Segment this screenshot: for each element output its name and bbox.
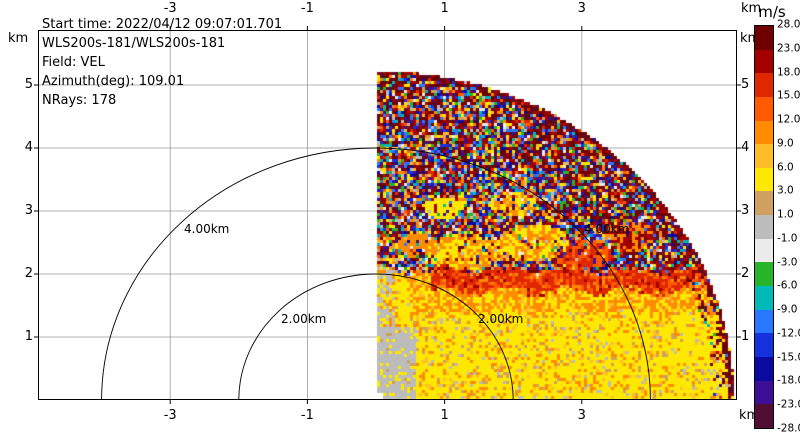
colorbar-segment (755, 380, 773, 405)
y-tick-label-right: 1 (741, 329, 750, 344)
y-tick-label-right: 4 (741, 140, 750, 155)
range-ring-label: 2.00km (281, 312, 327, 326)
colorbar-tick-label: -1.0 (777, 232, 798, 245)
x-tick-label-bottom: 1 (440, 408, 449, 423)
scan-info-field: Field: VEL (42, 55, 105, 70)
scan-info-azimuth: Azimuth(deg): 109.01 (42, 74, 185, 89)
x-tick-label-bottom: -1 (300, 408, 314, 423)
range-ring-4km (101, 147, 651, 399)
y-tick-label-left: 3 (24, 203, 33, 218)
scan-info-start-time: Start time: 2022/04/12 09:07:01.701 (42, 17, 283, 32)
y-tick-label-left: 2 (24, 266, 33, 281)
colorbar-segment (755, 49, 773, 74)
y-tick-label-left: 4 (24, 140, 33, 155)
colorbar-tick-label: 15.0 (777, 89, 800, 102)
range-ring-label: 2.00km (478, 312, 524, 326)
colorbar-segment (755, 215, 773, 239)
scan-info-instrument: WLS200s-181/WLS200s-181 (42, 36, 226, 51)
colorbar-segment (755, 404, 773, 428)
colorbar-segment (755, 120, 773, 145)
colorbar-segment (755, 96, 773, 121)
colorbar-tick-label: 28.0 (777, 18, 800, 31)
colorbar-segment (755, 333, 773, 357)
x-tick-label-top: -1 (300, 1, 314, 16)
colorbar-tick-label: 1.0 (777, 208, 794, 221)
colorbar-tick-label: -6.0 (777, 279, 798, 292)
colorbar-tick-label: -15.0 (777, 351, 800, 364)
colorbar-segment (755, 238, 773, 263)
scan-info-nrays: NRays: 178 (42, 93, 117, 108)
colorbar-title: m/s (758, 3, 786, 21)
range-ring-2km (238, 273, 514, 399)
colorbar-segment (755, 309, 773, 334)
y-tick-label-right: 5 (741, 77, 750, 92)
x-tick-label-top: 1 (440, 1, 449, 16)
colorbar-tick-label: 6.0 (777, 161, 794, 174)
y-tick-label-left: 5 (24, 77, 33, 92)
colorbar-tick-label: -3.0 (777, 256, 798, 269)
colorbar-tick-label: 12.0 (777, 113, 800, 126)
x-axis-unit-top: km (741, 1, 762, 16)
colorbar-tick-label: -12.0 (777, 327, 800, 340)
scan-info: Start time: 2022/04/12 09:07:01.701 WLS2… (42, 15, 282, 110)
colorbar-segment (755, 262, 773, 287)
colorbar-tick-label: 9.0 (777, 137, 794, 150)
colorbar-bar (754, 25, 774, 429)
range-ring-label: 4.00km (184, 222, 230, 236)
y-tick-label-right: 2 (741, 266, 750, 281)
colorbar-segment (755, 286, 773, 310)
colorbar-tick-label: -18.0 (777, 374, 800, 387)
x-tick-label-bottom: -3 (163, 408, 177, 423)
colorbar-segment (755, 144, 773, 168)
colorbar-tick-label: -28.0 (777, 422, 800, 435)
colorbar-tick-label: 18.0 (777, 66, 800, 79)
colorbar-tick-label: 3.0 (777, 184, 794, 197)
velocity-field-canvas (38, 30, 737, 400)
y-axis-unit-left: km (8, 31, 29, 46)
x-tick-label-top: 3 (577, 1, 586, 16)
colorbar-segment (755, 73, 773, 97)
y-tick-label-right: 3 (741, 203, 750, 218)
colorbar-segment (755, 167, 773, 192)
colorbar-segment (755, 356, 773, 381)
y-tick-label-left: 1 (24, 329, 33, 344)
colorbar-tick-label: -23.0 (777, 398, 800, 411)
colorbar-segment (755, 191, 773, 216)
colorbar-tick-label: 23.0 (777, 42, 800, 55)
x-tick-label-bottom: 3 (577, 408, 586, 423)
colorbar-segment (755, 26, 773, 50)
range-ring-label: 4.00km (584, 222, 630, 236)
x-tick-label-top: -3 (163, 1, 177, 16)
colorbar-tick-label: -9.0 (777, 303, 798, 316)
